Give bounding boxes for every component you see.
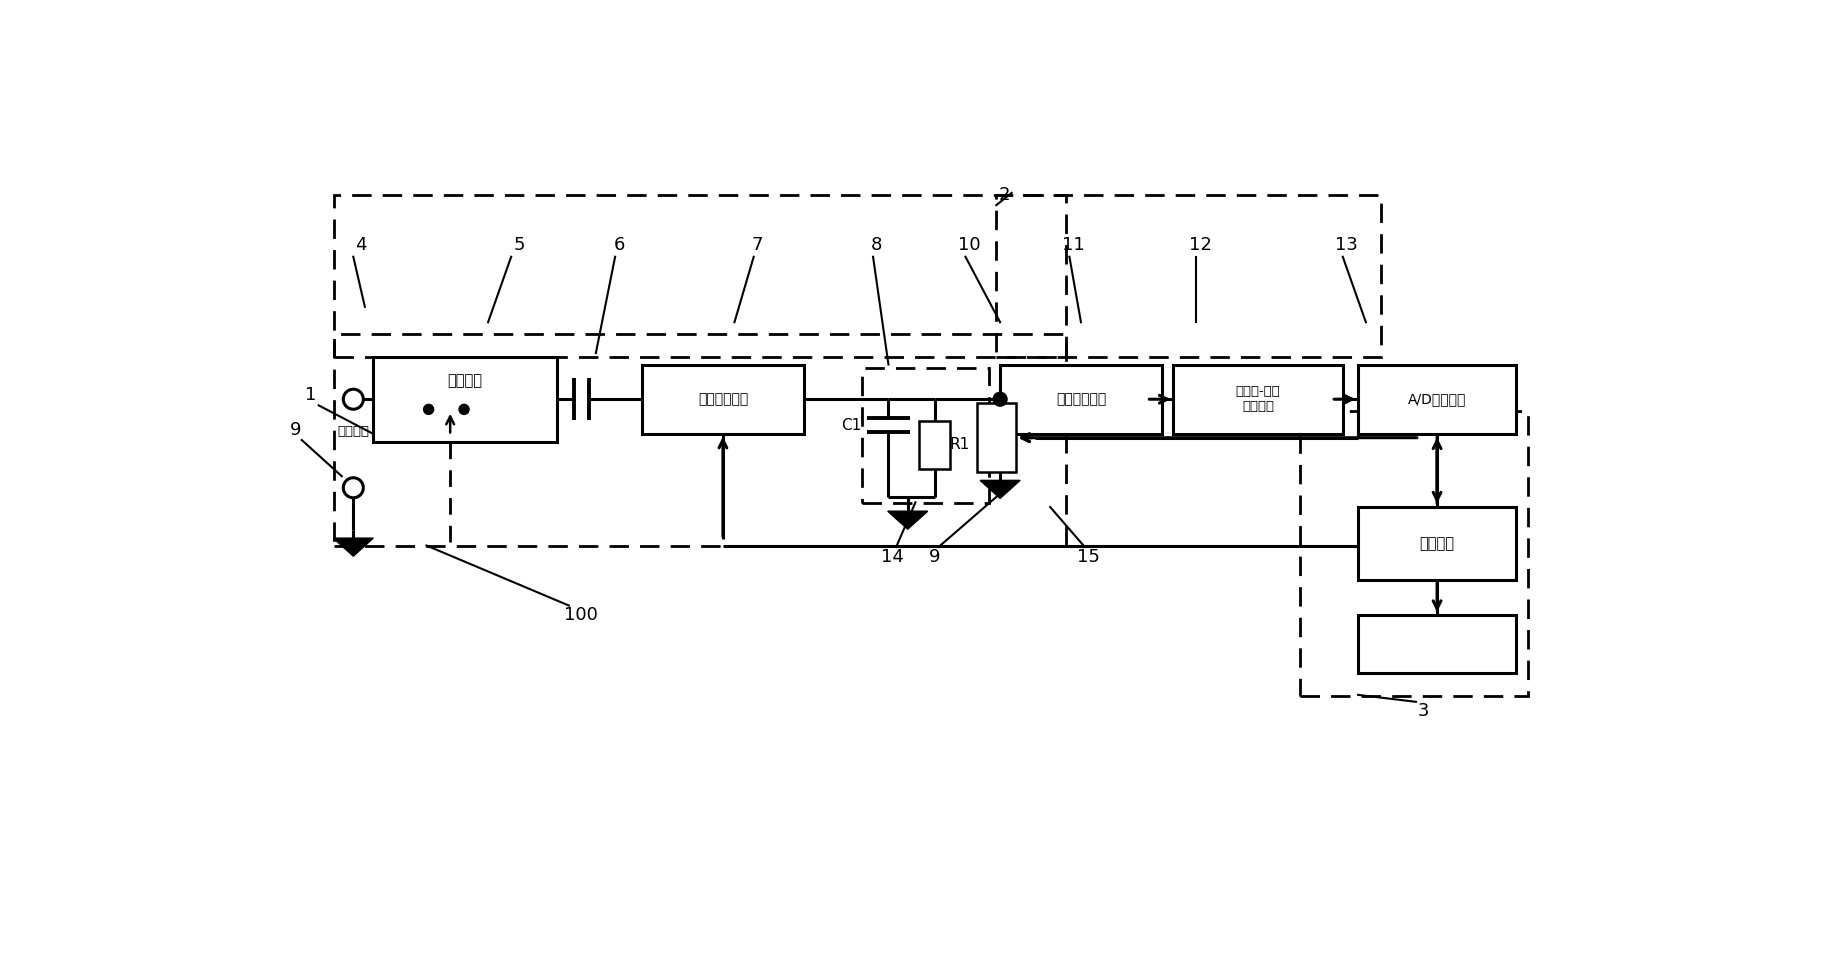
Bar xyxy=(1358,507,1516,580)
Text: C1: C1 xyxy=(842,418,862,433)
Text: 微处理器: 微处理器 xyxy=(1420,536,1455,551)
Bar xyxy=(861,368,989,503)
Bar xyxy=(1358,615,1516,672)
Text: A/D转换电路: A/D转换电路 xyxy=(1407,392,1466,407)
Text: 10: 10 xyxy=(958,236,980,254)
Text: 缓冲放大电路: 缓冲放大电路 xyxy=(1055,392,1107,407)
Circle shape xyxy=(993,392,1007,407)
Bar xyxy=(1301,410,1527,695)
Polygon shape xyxy=(888,511,929,529)
Text: 1: 1 xyxy=(305,386,317,405)
Text: 12: 12 xyxy=(1189,236,1211,254)
Text: 输入端子: 输入端子 xyxy=(338,425,369,438)
Text: R1: R1 xyxy=(949,437,969,452)
Text: 9: 9 xyxy=(290,421,301,439)
Bar xyxy=(1358,364,1516,433)
Bar xyxy=(996,196,1382,357)
Bar xyxy=(1000,364,1162,433)
Bar xyxy=(1173,364,1343,433)
Bar xyxy=(334,196,1066,357)
Text: 13: 13 xyxy=(1336,236,1358,254)
Polygon shape xyxy=(980,480,1020,499)
Polygon shape xyxy=(334,538,373,556)
Text: 3: 3 xyxy=(1418,702,1429,720)
Text: 7: 7 xyxy=(752,236,763,254)
Circle shape xyxy=(424,405,433,414)
Text: 6: 6 xyxy=(613,236,624,254)
Circle shape xyxy=(459,405,470,414)
Bar xyxy=(373,357,558,441)
Text: 程控放大电路: 程控放大电路 xyxy=(697,392,749,407)
Text: 2: 2 xyxy=(998,186,1009,204)
Text: 15: 15 xyxy=(1077,548,1101,566)
Text: 4: 4 xyxy=(356,236,367,254)
Text: 5: 5 xyxy=(514,236,525,254)
Text: 9: 9 xyxy=(929,548,940,566)
Bar xyxy=(642,364,804,433)
Text: 有效值-直流
转换电路: 有效值-直流 转换电路 xyxy=(1235,386,1281,413)
Text: 14: 14 xyxy=(881,548,905,566)
Bar xyxy=(976,403,1015,473)
Bar xyxy=(919,421,951,469)
Bar xyxy=(334,334,1066,546)
Text: 8: 8 xyxy=(872,236,883,254)
Text: 11: 11 xyxy=(1062,236,1084,254)
Text: 100: 100 xyxy=(563,606,598,623)
Text: 开关电路: 开关电路 xyxy=(448,373,483,388)
